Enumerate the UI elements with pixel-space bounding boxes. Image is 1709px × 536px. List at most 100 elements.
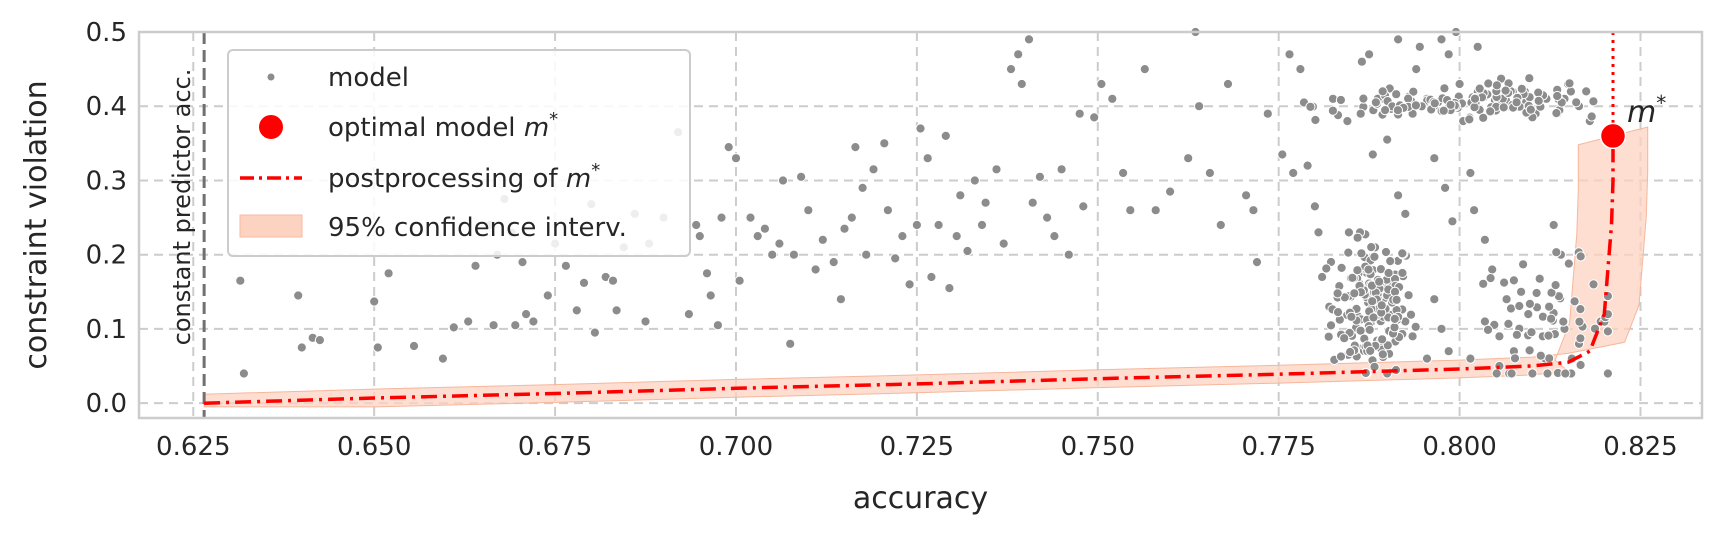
model-point [1469, 102, 1480, 113]
curve-line [204, 135, 1615, 405]
model-point [1494, 331, 1505, 342]
x-tick-label: 0.725 [880, 432, 954, 462]
baseline-label: constant predictor acc. [168, 69, 196, 346]
legend-ci-label: 95% confidence interv. [328, 213, 627, 243]
model-point [1518, 259, 1529, 270]
optimal-model-marker [1599, 122, 1627, 150]
y-tick-label: 0.4 [86, 92, 127, 122]
model-point [293, 290, 304, 301]
model-point [1118, 167, 1129, 179]
model-point [730, 153, 742, 164]
model-point [1383, 267, 1394, 279]
model-point [1551, 247, 1562, 258]
model-point [1343, 227, 1355, 238]
model-point [1574, 316, 1585, 327]
model-point [1288, 167, 1299, 179]
model-point [857, 182, 868, 193]
model-point [1542, 368, 1553, 379]
model-point [1295, 64, 1306, 75]
model-point [1074, 108, 1085, 119]
model-point [383, 268, 394, 279]
model-point [904, 279, 915, 290]
model-point [1509, 353, 1521, 364]
model-point [1089, 112, 1100, 123]
model-point [528, 316, 539, 327]
model-point [369, 296, 380, 307]
model-point [1436, 323, 1447, 334]
model-point [372, 342, 383, 353]
model-point [1551, 108, 1562, 119]
model-point [998, 238, 1009, 249]
model-point [1524, 73, 1535, 84]
model-point [951, 231, 962, 242]
model-point [691, 219, 702, 231]
model-point [314, 335, 325, 346]
model-point [1429, 153, 1440, 164]
model-point [1588, 279, 1599, 290]
model-point [1310, 114, 1321, 126]
model-point [1368, 312, 1379, 323]
model-point [1370, 97, 1382, 108]
model-point [991, 164, 1002, 175]
model-point [1563, 258, 1574, 269]
model-point [1335, 94, 1347, 106]
model-point [1302, 160, 1313, 171]
x-tick-label: 0.700 [699, 432, 773, 462]
model-point [1506, 368, 1517, 379]
x-axis-label: accuracy [853, 481, 988, 516]
model-point [1400, 208, 1411, 219]
model-point [1364, 49, 1375, 60]
model-point [1575, 359, 1586, 371]
model-point [1339, 333, 1350, 344]
model-point [1575, 251, 1586, 262]
model-point [1063, 249, 1074, 260]
model-point [1407, 331, 1418, 342]
model-point [1347, 272, 1358, 283]
model-point [463, 316, 474, 327]
model-point [1544, 301, 1555, 312]
model-point [1107, 93, 1118, 104]
model-point [810, 264, 821, 275]
model-point [1485, 106, 1496, 117]
model-point [448, 322, 459, 333]
model-point [1472, 41, 1483, 52]
model-point [1514, 300, 1525, 312]
y-tick-label: 0.3 [86, 166, 127, 196]
model-point [607, 275, 619, 286]
model-point [1355, 108, 1366, 119]
model-point [1491, 80, 1503, 91]
legend-ci-marker [239, 214, 303, 238]
model-point [1096, 78, 1107, 90]
model-point [1548, 219, 1559, 231]
model-point [1414, 41, 1425, 52]
legend-curve-prefix: postprocessing of [328, 164, 566, 194]
model-point [1345, 346, 1356, 358]
optimal-model-label: m* [1627, 91, 1666, 130]
model-point [1042, 212, 1053, 223]
model-point [976, 219, 988, 231]
model-point [897, 231, 908, 242]
legend-model-marker [266, 72, 276, 82]
model-point [1356, 248, 1367, 259]
model-point [1546, 313, 1557, 324]
y-tick-label: 0.0 [86, 389, 127, 419]
confidence-interval-band [203, 126, 1649, 408]
model-point [1309, 201, 1321, 212]
model-point [1523, 309, 1534, 320]
model-point [962, 245, 973, 257]
model-point [1305, 101, 1316, 112]
model-point [1550, 280, 1561, 291]
model-point [560, 260, 572, 271]
model-point [944, 283, 955, 294]
model-point [1356, 56, 1368, 67]
model-point [542, 290, 553, 301]
model-point [1533, 87, 1544, 98]
model-point [1447, 216, 1458, 227]
model-point [1365, 345, 1376, 356]
model-point [1501, 294, 1512, 305]
model-point [1465, 167, 1476, 179]
model-point [1150, 205, 1161, 216]
model-point [1346, 311, 1357, 322]
model-point [1443, 49, 1454, 60]
model-point [1525, 104, 1536, 115]
